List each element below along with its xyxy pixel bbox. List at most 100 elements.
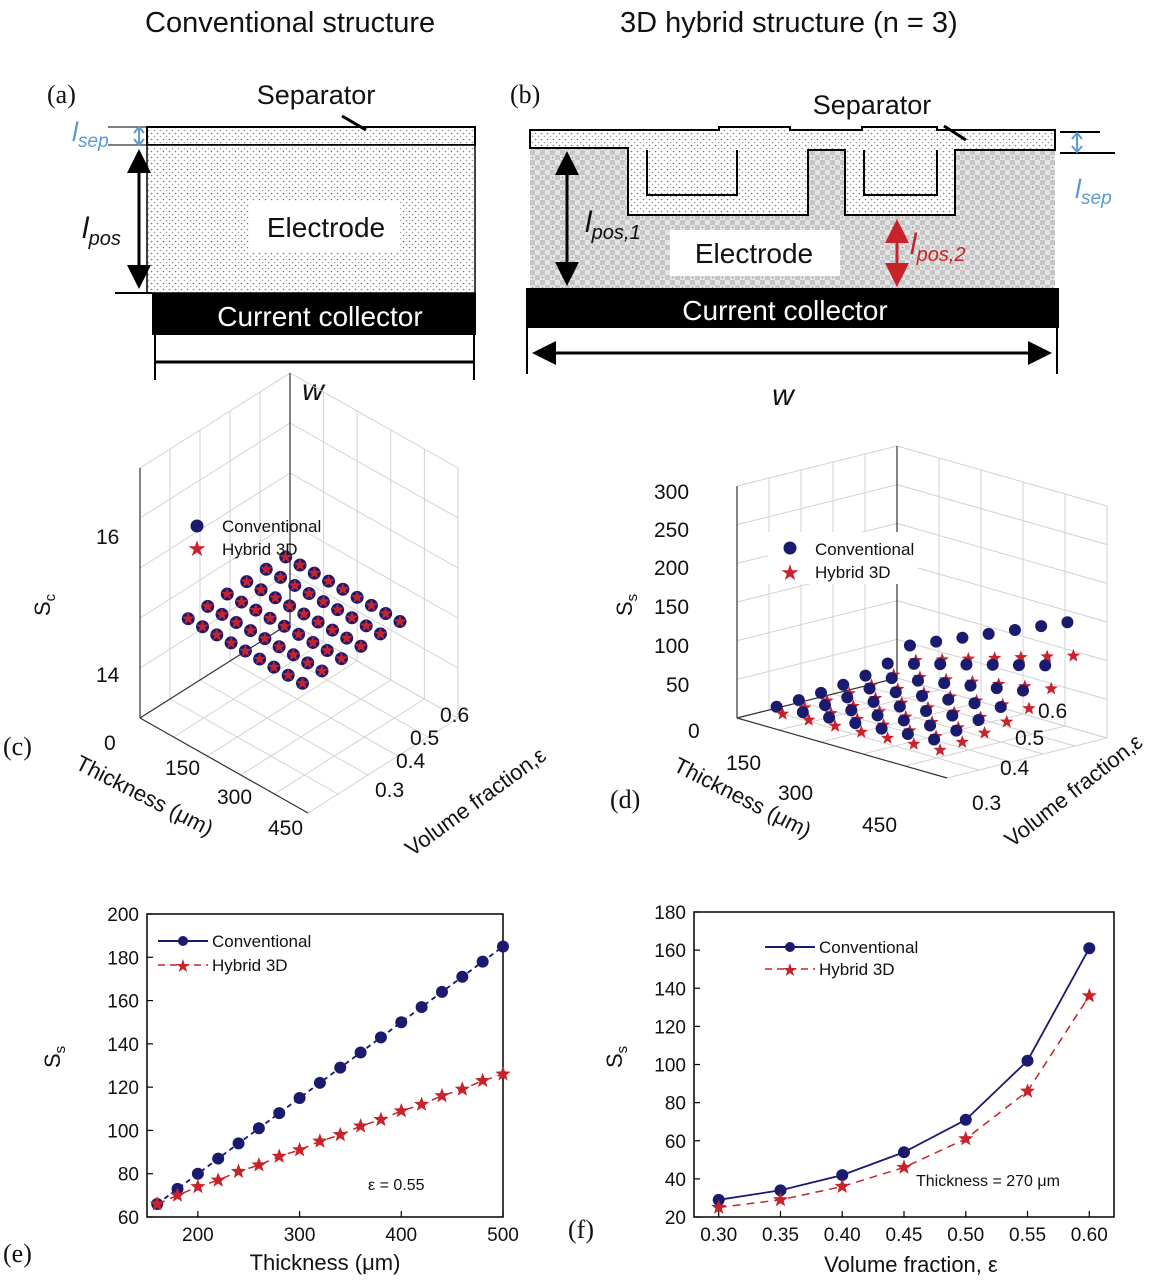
chart-c-point-hybrid [379,607,392,619]
chart-c-axis [139,717,309,814]
chart-d-point-conventional [916,689,928,702]
chart-c-point-hybrid [282,668,295,681]
chart-e-point-conventional [313,1076,326,1089]
chart-c-gridline [229,660,399,757]
chart-d-point-conventional [871,709,884,722]
chart-c-point-hybrid [354,639,368,652]
chart-d-gridline [896,522,1108,584]
chart-c-point-hybrid [302,587,316,599]
panel-label-d: (d) [610,785,640,814]
width-label-a: w [302,374,326,407]
chart-e-ytick-label: 180 [107,948,139,969]
chart-c-point-hybrid [221,587,234,600]
separator-label-b: Separator [813,90,932,120]
chart-e-series-line-conventional [156,945,504,1205]
chart-c-point-hybrid [365,598,378,611]
chart-c-point-hybrid [258,632,271,644]
chart-d-point-hybrid [802,713,816,726]
chart-d-axis [736,717,948,779]
chart-c-thick-tick-3: 450 [268,817,303,840]
chart-e-ytick-label: 120 [107,1078,139,1099]
chart-d-point-hybrid [907,737,921,750]
chart-d-stick-0: 0 [688,720,700,743]
chart-c-thick-tick-0: 0 [104,732,116,755]
chart-c-point-hybrid [322,574,335,587]
chart-d-point-hybrid [854,725,868,738]
chart-d-vol-tick-1: 0.4 [1000,757,1030,780]
chart-d-stick-250: 250 [654,519,689,542]
chart-c-stick-16: 16 [96,526,119,549]
chart-e-point-hybrid [434,1087,450,1103]
chart-d-points [770,616,1081,756]
chart-d-stick-50: 50 [666,674,689,697]
chart-c-legend: Conventional ★ Hybrid 3D [187,517,321,561]
chart-d-vol-tick-2: 0.5 [1015,727,1044,750]
chart-c-gridline [289,572,459,669]
chart-e-point-conventional [334,1061,347,1074]
chart-d-thick-tick-1: 300 [778,782,813,805]
chart-d-gridline [896,561,1108,623]
chart-c-point-hybrid [312,615,325,628]
chart-d-point-conventional [1061,616,1074,629]
chart-c-gridline [289,472,459,569]
chart-c-gridline [139,522,291,619]
chart-d-grid [736,445,1108,779]
chart-d-point-conventional [928,733,941,746]
chart-f-ytick-label: 80 [665,1094,686,1115]
lpos2-label-b: lpos,2 [910,228,966,266]
chart-c-vol-tick-0: 0.3 [375,779,404,802]
chart-f-series [711,942,1097,1214]
chart-d-gridline [904,725,1066,767]
chart-e-ylabel: Ss [40,1046,69,1068]
chart-d-point-conventional [897,714,910,727]
panel-label-f: (f) [568,1215,594,1244]
chart-c-point-hybrid [296,676,309,689]
chart-c-point-hybrid [335,652,348,664]
chart-c-gridline [199,679,369,776]
chart-e-point-conventional [354,1046,367,1059]
chart-e-point-hybrid [169,1187,186,1202]
chart-f-xtick-label: 0.50 [947,1225,984,1246]
chart-c-stick-14: 14 [96,664,120,687]
chart-c-vol-tick-3: 0.6 [440,704,469,727]
chart-d-point-conventional [845,704,858,717]
chart-e-point-hybrid [414,1096,430,1111]
chart-f-ytick-label: 180 [654,903,686,924]
chart-e-point-hybrid [312,1133,328,1148]
chart-d-gridline [832,693,1044,755]
chart-f-point-hybrid [711,1199,727,1214]
chart-e-legend: Conventional ★ Hybrid 3D [158,932,311,976]
chart-e-point-conventional [395,1016,408,1029]
chart-e-ytick-label: 200 [107,905,139,926]
chart-d-point-hybrid [961,651,976,665]
legend-f-hybrid-marker: ★ [782,960,798,980]
chart-d-point-conventional [930,635,943,648]
chart-e-point-hybrid [353,1118,369,1133]
chart-d-point-hybrid [775,707,790,720]
chart-c-gridline [289,522,459,619]
chart-c-gridline [139,372,291,469]
chart-c-point-hybrid [308,566,321,579]
chart-e-point-conventional [232,1137,245,1150]
chart-c-point-hybrid [249,603,262,616]
chart-d-point-hybrid [1066,648,1081,662]
chart-c-vol-tick-1: 0.4 [396,750,426,773]
chart-d-gridline [736,600,898,642]
chart-e-point-conventional [293,1091,306,1104]
legend-d-conventional-label: Conventional [815,540,914,559]
lpos-label-a: lpos [82,212,121,250]
chart-e-xtick-label: 200 [182,1225,214,1246]
chart-d-point-conventional [982,627,995,640]
chart-d-point-hybrid [988,651,1002,664]
chart-e-point-hybrid [332,1126,348,1142]
chart-e-ytick-label: 80 [118,1165,139,1186]
legend-f-hybrid-label: Hybrid 3D [819,960,895,979]
chart-d-point-conventional [986,658,999,671]
legend-d-conventional-marker [783,541,797,555]
separator-label-a: Separator [257,80,376,110]
legend-c-hybrid-label: Hybrid 3D [222,540,298,559]
chart-f-xtick-label: 0.30 [700,1225,737,1246]
chart-f-ytick-label: 20 [665,1208,686,1229]
chart-d-point-conventional [1012,659,1025,672]
chart-c-gridline [139,422,291,519]
